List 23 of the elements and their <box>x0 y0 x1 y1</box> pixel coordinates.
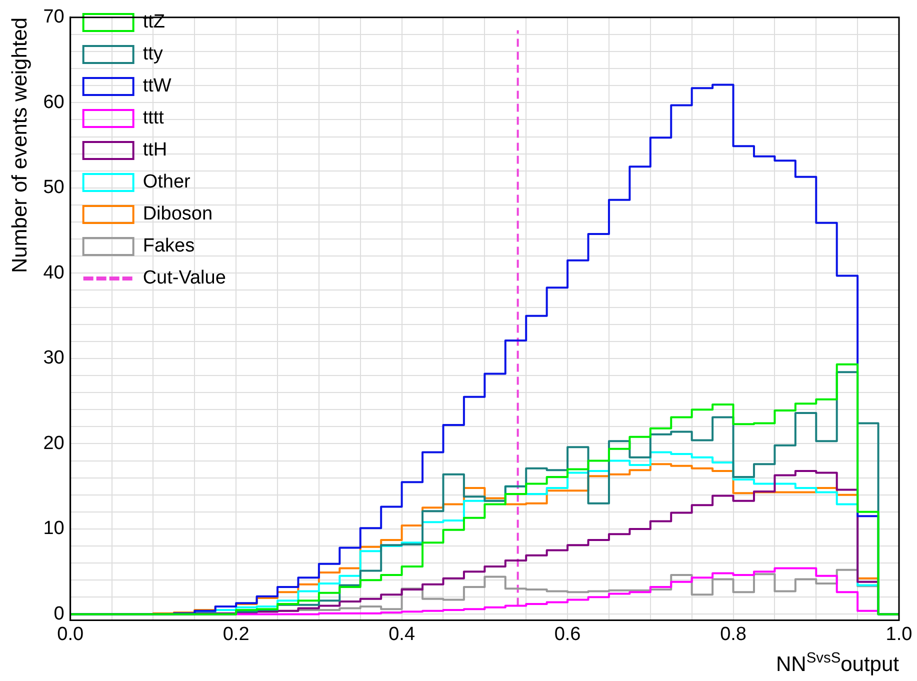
legend-label: Fakes <box>142 236 195 257</box>
y-tick-label: 60 <box>43 92 64 113</box>
y-tick-label: 50 <box>43 177 64 198</box>
x-tick-label: 0.2 <box>222 624 250 645</box>
x-tick-label: 0.8 <box>720 624 746 645</box>
legend-label: Diboson <box>142 204 213 225</box>
legend-label: ttW <box>142 76 172 97</box>
x-tick-label: 0.6 <box>554 624 581 645</box>
y-tick-label: 70 <box>43 6 64 28</box>
y-tick-label: 0 <box>54 603 64 624</box>
y-tick-label: 20 <box>43 432 64 454</box>
x-tick-label: 0.4 <box>388 624 416 645</box>
y-tick-label: 30 <box>43 348 64 369</box>
y-tick-label: 40 <box>43 262 64 284</box>
x-tick-label: 0.0 <box>57 624 84 645</box>
y-tick-label: 10 <box>43 518 64 540</box>
legend-label: ttH <box>142 140 168 161</box>
legend-label: tty <box>142 44 164 65</box>
legend-label: Cut-Value <box>142 268 226 289</box>
y-axis-title: Number of events weighted <box>8 17 32 274</box>
x-tick-label: 1.0 <box>886 624 912 645</box>
legend-label: Other <box>142 172 192 193</box>
legend-label: tttt <box>142 108 165 129</box>
